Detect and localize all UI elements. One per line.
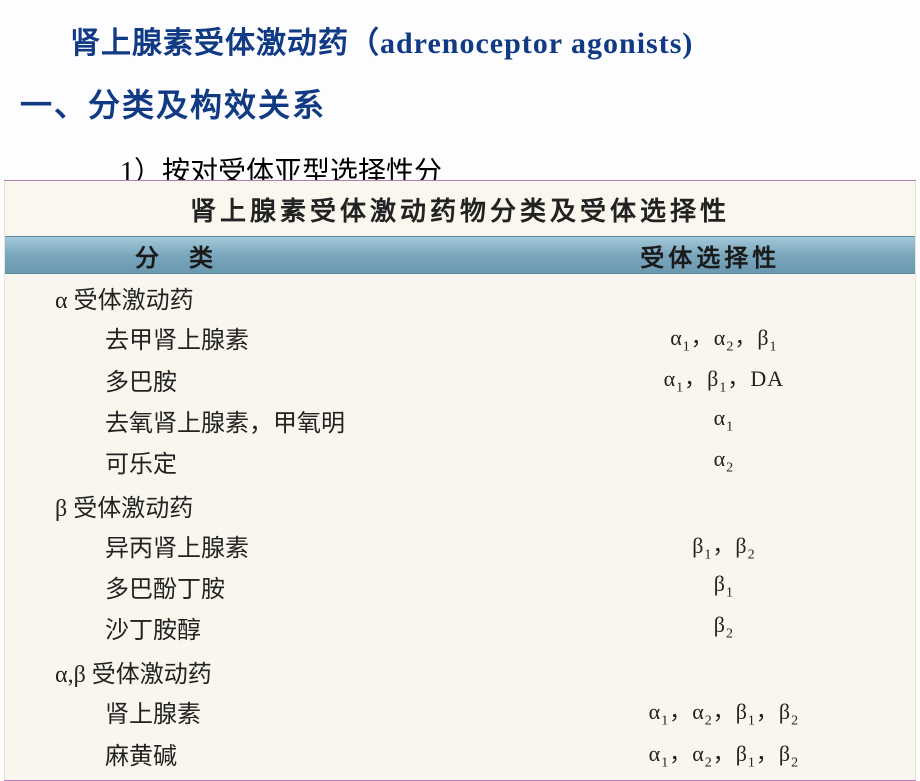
classification-table: 肾上腺素受体激动药物分类及受体选择性 分 类 受体选择性 α 受体激动药去甲肾上… xyxy=(4,181,916,780)
group-label: β 受体激动药 xyxy=(5,482,915,525)
receptor-selectivity: α1，α2，β1，β2 xyxy=(533,694,915,729)
table-row: 多巴胺α1，β1，DA xyxy=(5,358,915,399)
drug-name: 多巴酚丁胺 xyxy=(5,569,533,604)
table-row: 麻黄碱α1，α2，β1，β2 xyxy=(5,733,915,774)
receptor-selectivity: β2 xyxy=(533,612,915,642)
table-body: α 受体激动药去甲肾上腺素α1，α2，β1多巴胺α1，β1，DA去氧肾上腺素，甲… xyxy=(5,274,915,774)
slide-header-area: 肾上腺素受体激动药（adrenoceptor agonists) 一、分类及构效… xyxy=(0,0,920,180)
drug-name: 去氧肾上腺素，甲氧明 xyxy=(5,403,533,438)
section-heading: 一、分类及构效关系 xyxy=(0,80,920,126)
table-header-category: 分 类 xyxy=(5,238,506,273)
table-row: 去氧肾上腺素，甲氧明α1 xyxy=(5,400,915,441)
title-en: adrenoceptor agonists xyxy=(380,27,682,60)
table-row: 肾上腺素α1，α2，β1，β2 xyxy=(5,691,915,732)
receptor-selectivity: β1，β2 xyxy=(533,528,915,563)
slide-title: 肾上腺素受体激动药（adrenoceptor agonists) xyxy=(0,18,920,62)
title-zh: 肾上腺素受体激动药 xyxy=(70,27,349,60)
paren-open: （ xyxy=(349,27,380,60)
table-row: 异丙肾上腺素β1，β2 xyxy=(5,525,915,566)
paren-close: ) xyxy=(682,27,693,60)
table-row: 去甲肾上腺素α1，α2，β1 xyxy=(5,317,915,358)
receptor-selectivity: α1，α2，β1 xyxy=(533,320,915,355)
table-row: 可乐定α2 xyxy=(5,441,915,482)
group-label: α,β 受体激动药 xyxy=(5,648,915,691)
table-header-selectivity: 受体选择性 xyxy=(506,238,916,273)
drug-name: 多巴胺 xyxy=(5,362,533,397)
table-row: 多巴酚丁胺β1 xyxy=(5,566,915,607)
drug-name: 可乐定 xyxy=(5,444,533,479)
table-title: 肾上腺素受体激动药物分类及受体选择性 xyxy=(5,181,915,236)
receptor-selectivity: α2 xyxy=(533,446,915,476)
receptor-selectivity: α1，β1，DA xyxy=(533,361,915,396)
classification-table-wrap: 肾上腺素受体激动药物分类及受体选择性 分 类 受体选择性 α 受体激动药去甲肾上… xyxy=(4,180,916,781)
drug-name: 异丙肾上腺素 xyxy=(5,528,533,563)
table-row: 沙丁胺醇β2 xyxy=(5,607,915,648)
drug-name: 沙丁胺醇 xyxy=(5,610,533,645)
drug-name: 肾上腺素 xyxy=(5,694,533,729)
receptor-selectivity: α1 xyxy=(533,405,915,435)
receptor-selectivity: β1 xyxy=(533,571,915,601)
drug-name: 麻黄碱 xyxy=(5,736,533,771)
receptor-selectivity: α1，α2，β1，β2 xyxy=(533,736,915,771)
group-label: α 受体激动药 xyxy=(5,274,915,317)
table-header-row: 分 类 受体选择性 xyxy=(5,236,915,274)
drug-name: 去甲肾上腺素 xyxy=(5,320,533,355)
